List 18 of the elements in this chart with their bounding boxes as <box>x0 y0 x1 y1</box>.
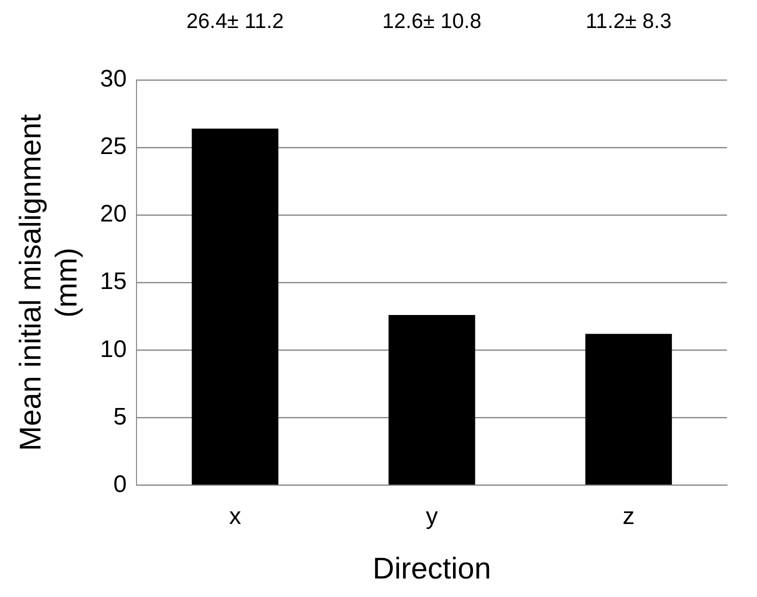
y-tick-label: 10 <box>100 336 127 363</box>
x-axis-title: Direction <box>372 552 492 586</box>
y-tick-label: 25 <box>100 133 127 160</box>
y-axis-title: Mean initial misalignment (mm) <box>14 114 84 452</box>
y-tick-label: 20 <box>100 200 127 228</box>
data-label: 26.4± 11.2 <box>186 10 284 33</box>
y-tick-label: 15 <box>100 268 127 296</box>
bar <box>585 334 672 485</box>
x-tick-label: z <box>622 503 635 530</box>
y-tick-label: 0 <box>113 470 127 498</box>
y-tick-label: 30 <box>100 66 127 93</box>
data-label: 12.6± 10.8 <box>382 10 482 33</box>
data-label: 11.2± 8.3 <box>586 10 672 33</box>
bar <box>192 128 278 485</box>
x-tick-label: y <box>426 503 438 530</box>
y-tick-label: 5 <box>113 403 127 430</box>
bar <box>388 315 476 485</box>
x-tick-label: x <box>229 503 242 530</box>
